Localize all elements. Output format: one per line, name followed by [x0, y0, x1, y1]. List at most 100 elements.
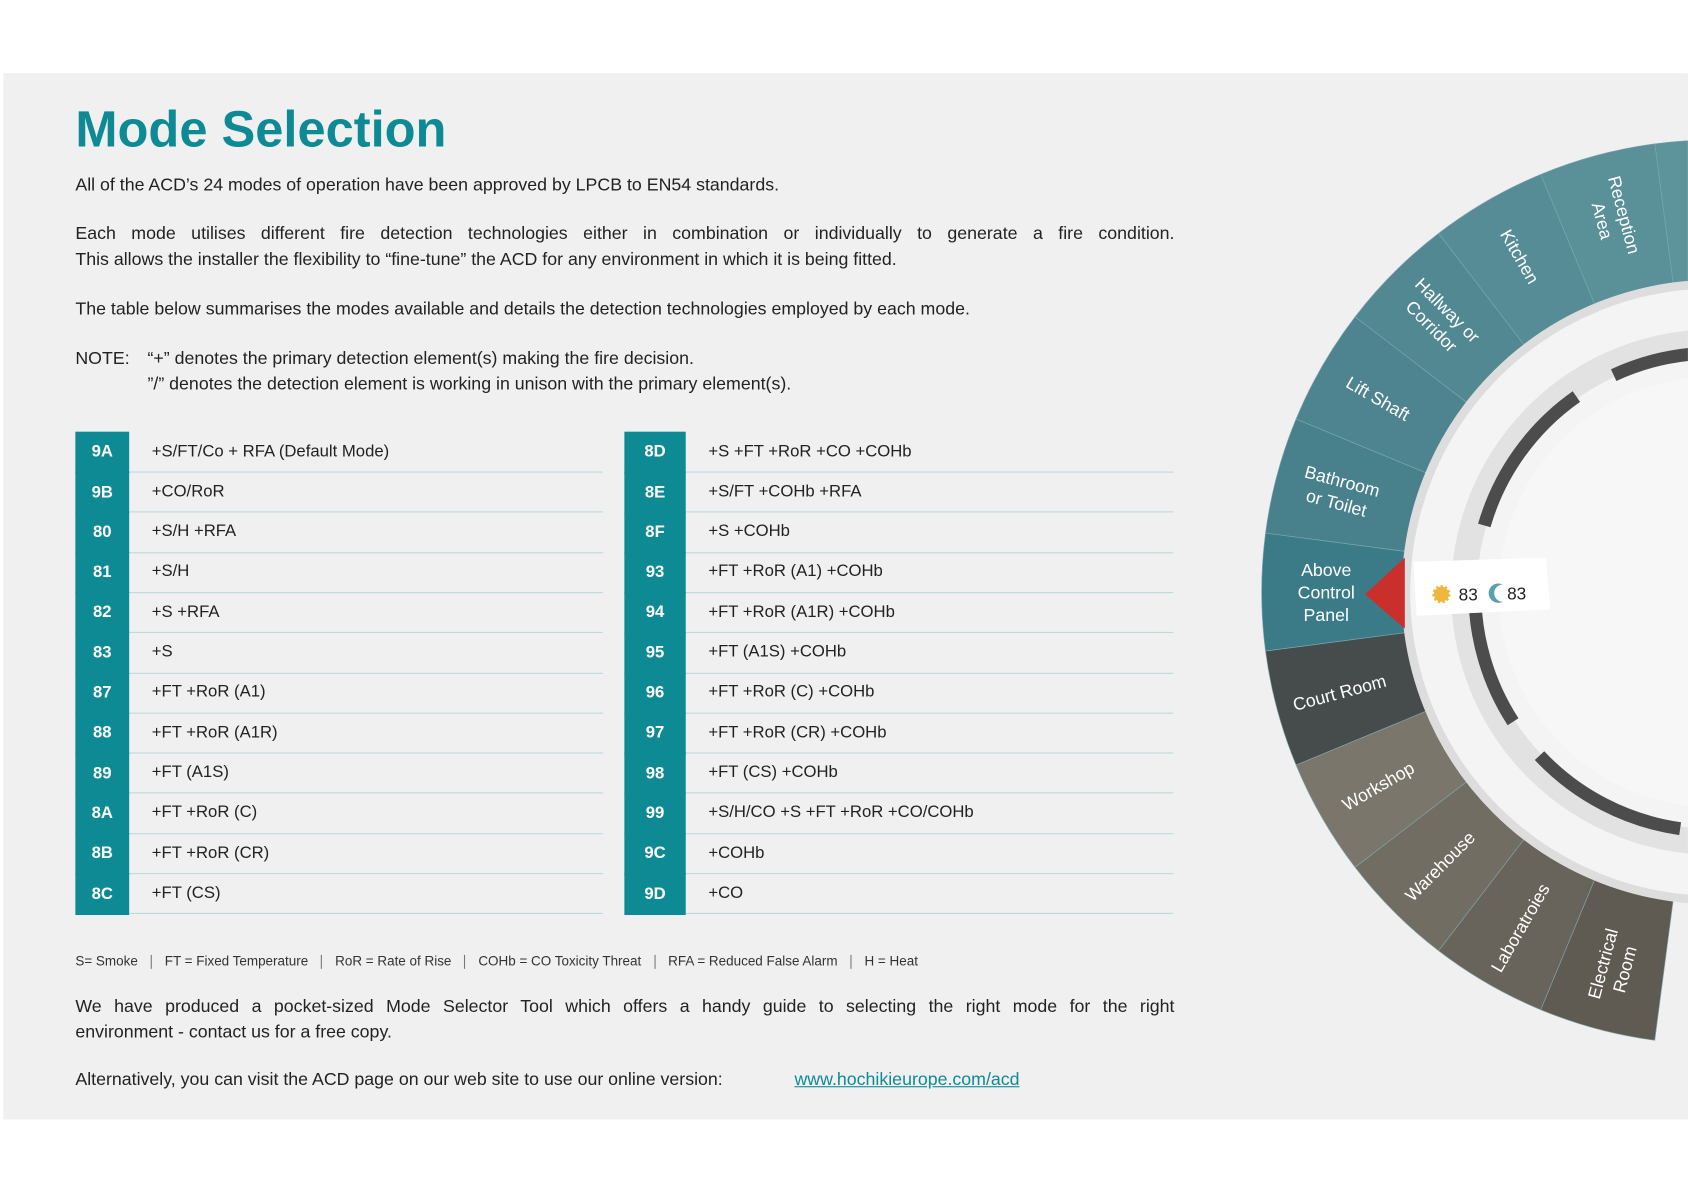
note-text: “+” denotes the primary detection elemen…	[147, 348, 694, 369]
table-row: 80 +S/H +RFA	[75, 511, 603, 554]
title: Mode Selection	[75, 100, 447, 158]
table-row: 94 +FT +RoR (A1R) +COHb	[624, 592, 1174, 634]
mode-code: 8B	[75, 833, 130, 875]
note-label: NOTE:	[75, 348, 130, 369]
table-row: 8F +S +COHb	[624, 511, 1174, 554]
mode-description: +S/H +RFA	[151, 522, 237, 541]
table-row: 9A +S/FT/Co + RFA (Default Mode)	[75, 431, 603, 474]
mode-code: 82	[75, 592, 130, 634]
mode-code: 83	[75, 632, 130, 674]
mode-description: +FT +RoR (CR)	[151, 843, 270, 862]
mode-description: +S/H	[151, 562, 190, 581]
segment-label-line: Above	[1301, 560, 1351, 580]
mode-description: +S/FT/Co + RFA (Default Mode)	[151, 441, 390, 461]
mode-code: 8F	[624, 511, 686, 554]
legend-item: H = Heat	[850, 954, 930, 969]
mode-code: 93	[624, 552, 686, 594]
mode-description: +FT +RoR (A1) +COHb	[708, 562, 883, 581]
mode-description: +S/H/CO +S +FT +RoR +CO/COHb	[708, 803, 974, 822]
table-row: 82 +S +RFA	[75, 592, 603, 634]
mode-code: 95	[624, 632, 686, 674]
table-row: 8E +S/FT +COHb +RFA	[624, 471, 1174, 514]
wheel-segment	[1654, 140, 1688, 286]
detector-center	[1498, 378, 1688, 806]
mode-description: +CO	[708, 883, 744, 902]
footer-text: We have produced a pocket-sized Mode Sel…	[75, 996, 1175, 1017]
legend-item: FT = Fixed Temperature	[150, 954, 321, 969]
mode-code: 89	[75, 752, 130, 795]
table-row: 8C +FT (CS)	[75, 873, 603, 915]
note-text: ”/” denotes the detection element is wor…	[147, 374, 792, 394]
segment-label-line: Control	[1298, 583, 1355, 603]
table-row: 9B +CO/RoR	[75, 471, 603, 514]
intro-text: This allows the installer the flexibilit…	[75, 249, 897, 270]
mode-code: 99	[624, 793, 686, 835]
segment-label-line: Panel	[1304, 605, 1349, 625]
mode-code: 81	[75, 552, 130, 594]
mode-code: 8D	[624, 431, 686, 474]
mode-code: 96	[624, 672, 686, 715]
mode-description: +S +RFA	[151, 602, 220, 621]
legend-item: RFA = Reduced False Alarm	[654, 954, 850, 969]
mode-description: +FT +RoR (A1)	[151, 682, 266, 702]
footer-text: Alternatively, you can visit the ACD pag…	[75, 1070, 723, 1090]
website-link[interactable]: www.hochikieurope.com/acd	[794, 1070, 1020, 1090]
day-value: 83	[1459, 585, 1478, 605]
intro-text: The table below summarises the modes ava…	[75, 299, 970, 319]
table-row: 8D +S +FT +RoR +CO +COHb	[624, 431, 1174, 474]
mode-code: 9A	[75, 431, 130, 474]
mode-description: +FT (A1S)	[151, 763, 229, 782]
mode-description: +S +COHb	[708, 522, 790, 541]
table-row: 95 +FT (A1S) +COHb	[624, 632, 1174, 674]
mode-code: 9D	[624, 873, 686, 915]
table-row: 99 +S/H/CO +S +FT +RoR +CO/COHb	[624, 793, 1174, 835]
table-row: 98 +FT (CS) +COHb	[624, 752, 1174, 795]
mode-description: +FT +RoR (C)	[151, 803, 258, 822]
moon-icon	[1488, 583, 1503, 603]
mode-description: +FT (A1S) +COHb	[708, 642, 847, 661]
mode-description: +FT +RoR (CR) +COHb	[708, 722, 887, 742]
mode-code: 8A	[75, 793, 130, 835]
legend-item: RoR = Rate of Rise	[321, 954, 464, 969]
mode-code: 8E	[624, 471, 686, 514]
mode-code: 9C	[624, 833, 686, 875]
mode-code: 88	[75, 712, 130, 755]
mode-description: +S	[151, 642, 173, 661]
table-row: 9C +COHb	[624, 833, 1174, 875]
table-row: 88 +FT +RoR (A1R)	[75, 712, 603, 755]
abbreviation-legend: S= Smoke FT = Fixed Temperature RoR = Rate…	[75, 953, 931, 969]
display-card	[1413, 557, 1551, 616]
mode-description: +COHb	[708, 843, 765, 862]
mode-description: +S +FT +RoR +CO +COHb	[708, 441, 912, 461]
table-row: 8A +FT +RoR (C)	[75, 793, 603, 835]
legend-item: S= Smoke	[75, 953, 138, 969]
pointer	[1365, 557, 1405, 629]
table-row: 87 +FT +RoR (A1)	[75, 672, 603, 715]
mode-code: 87	[75, 672, 130, 715]
table-row: 83 +S	[75, 632, 603, 674]
mode-description: +CO/RoR	[151, 482, 225, 501]
mode-description: +FT +RoR (A1R) +COHb	[708, 602, 895, 621]
mode-description: +FT (CS)	[151, 883, 221, 902]
intro-text: All of the ACD’s 24 modes of operation h…	[75, 175, 780, 195]
mode-description: +FT +RoR (A1R)	[151, 722, 278, 742]
table-row: 93 +FT +RoR (A1) +COHb	[624, 552, 1174, 594]
sun-icon	[1432, 585, 1451, 604]
table-row: 96 +FT +RoR (C) +COHb	[624, 672, 1174, 715]
table-row: 81 +S/H	[75, 552, 603, 594]
mode-code: 80	[75, 511, 130, 554]
mode-code: 94	[624, 592, 686, 634]
table-row: 9D +CO	[624, 873, 1174, 915]
mode-description: +FT (CS) +COHb	[708, 763, 838, 782]
table-row: 8B +FT +RoR (CR)	[75, 833, 603, 875]
legend-item: COHb = CO Toxicity Threat	[464, 954, 654, 969]
segment-label: Above Control Panel	[1298, 560, 1355, 625]
mode-code: 97	[624, 712, 686, 755]
table-row: 89 +FT (A1S)	[75, 752, 603, 795]
mode-description: +FT +RoR (C) +COHb	[708, 682, 875, 702]
footer-text: environment - contact us for a free copy…	[75, 1022, 392, 1043]
mode-code: 9B	[75, 471, 130, 514]
